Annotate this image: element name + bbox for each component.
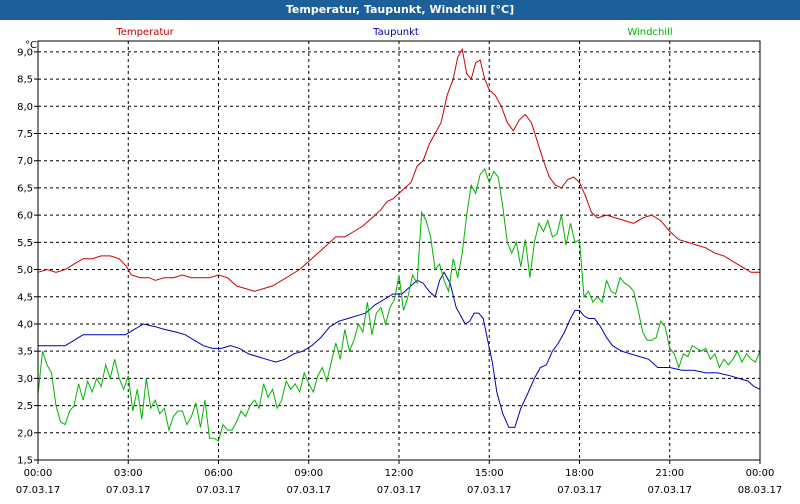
- y-tick-label: 3,5: [17, 347, 33, 358]
- series-line-windchill: [37, 167, 761, 442]
- y-tick-label: 2,5: [17, 401, 33, 412]
- x-tick-label-time: 21:00: [655, 468, 684, 479]
- chart-area: 1,5 2,0 2,5 3,0 3,5 4,0 4,5 5,0 5,5 6,0 6,5 7,0 7,5 8…: [0, 20, 800, 500]
- x-tick-label-time: 09:00: [294, 468, 323, 479]
- x-tick-label-date: 07.03.17: [286, 485, 331, 496]
- x-tick-label-date: 07.03.17: [467, 485, 512, 496]
- legend: Temperatur Taupunkt Windchill: [115, 27, 672, 38]
- y-tick-label: 6,0: [17, 211, 33, 222]
- legend-entry-windchill: Windchill: [627, 27, 672, 38]
- grid-lines: [38, 41, 760, 460]
- x-tick-label-date: 07.03.17: [196, 485, 241, 496]
- chart-title: Temperatur, Taupunkt, Windchill [°C]: [0, 0, 800, 20]
- x-tick-label-date: 07.03.17: [557, 485, 602, 496]
- line-chart: 1,5 2,0 2,5 3,0 3,5 4,0 4,5 5,0 5,5 6,0 6,5 7,0 7,5 8…: [16, 27, 783, 496]
- legend-entry-taupunkt: Taupunkt: [372, 27, 419, 38]
- x-tick-label-time: 15:00: [475, 468, 504, 479]
- y-tick-label: 5,0: [17, 265, 33, 276]
- x-tick-label-time: 18:00: [565, 468, 594, 479]
- y-tick-label: 6,5: [17, 183, 33, 194]
- y-tick-label: 3,0: [17, 374, 33, 385]
- series-line-temperatur: [37, 47, 760, 292]
- x-tick-label-time: 12:00: [385, 468, 414, 479]
- y-tick-label: 1,5: [17, 456, 33, 467]
- x-tick-label-date: 07.03.17: [16, 485, 61, 496]
- x-tick-label-time: 00:00: [24, 468, 53, 479]
- y-tick-label: 8,0: [17, 102, 33, 113]
- series-lines: [37, 47, 761, 442]
- legend-entry-temperatur: Temperatur: [115, 27, 174, 38]
- y-tick-label: 8,5: [17, 75, 33, 86]
- y-tick-label: 4,0: [17, 319, 33, 330]
- x-tick-label-date: 07.03.17: [647, 485, 692, 496]
- x-tick-label-date: 07.03.17: [377, 485, 422, 496]
- x-axis: 00:00 07.03.17 03:00 07.03.17 06:00 07.03.17 0…: [16, 460, 783, 496]
- y-tick-label: 9,0: [17, 47, 33, 58]
- y-axis: 1,5 2,0 2,5 3,0 3,5 4,0 4,5 5,0 5,5 6,0 6,5 7,0 7,5 8…: [17, 47, 38, 467]
- x-tick-label-time: 06:00: [204, 468, 233, 479]
- x-tick-label-time: 00:00: [746, 468, 775, 479]
- y-axis-label: °C: [25, 40, 37, 51]
- y-tick-label: 2,0: [17, 428, 33, 439]
- x-tick-label-date: 07.03.17: [106, 485, 151, 496]
- y-tick-label: 5,5: [17, 238, 33, 249]
- y-tick-label: 7,5: [17, 129, 33, 140]
- x-tick-label-time: 03:00: [114, 468, 143, 479]
- y-tick-label: 4,5: [17, 292, 33, 303]
- x-tick-label-date: 08.03.17: [738, 485, 783, 496]
- y-tick-label: 7,0: [17, 156, 33, 167]
